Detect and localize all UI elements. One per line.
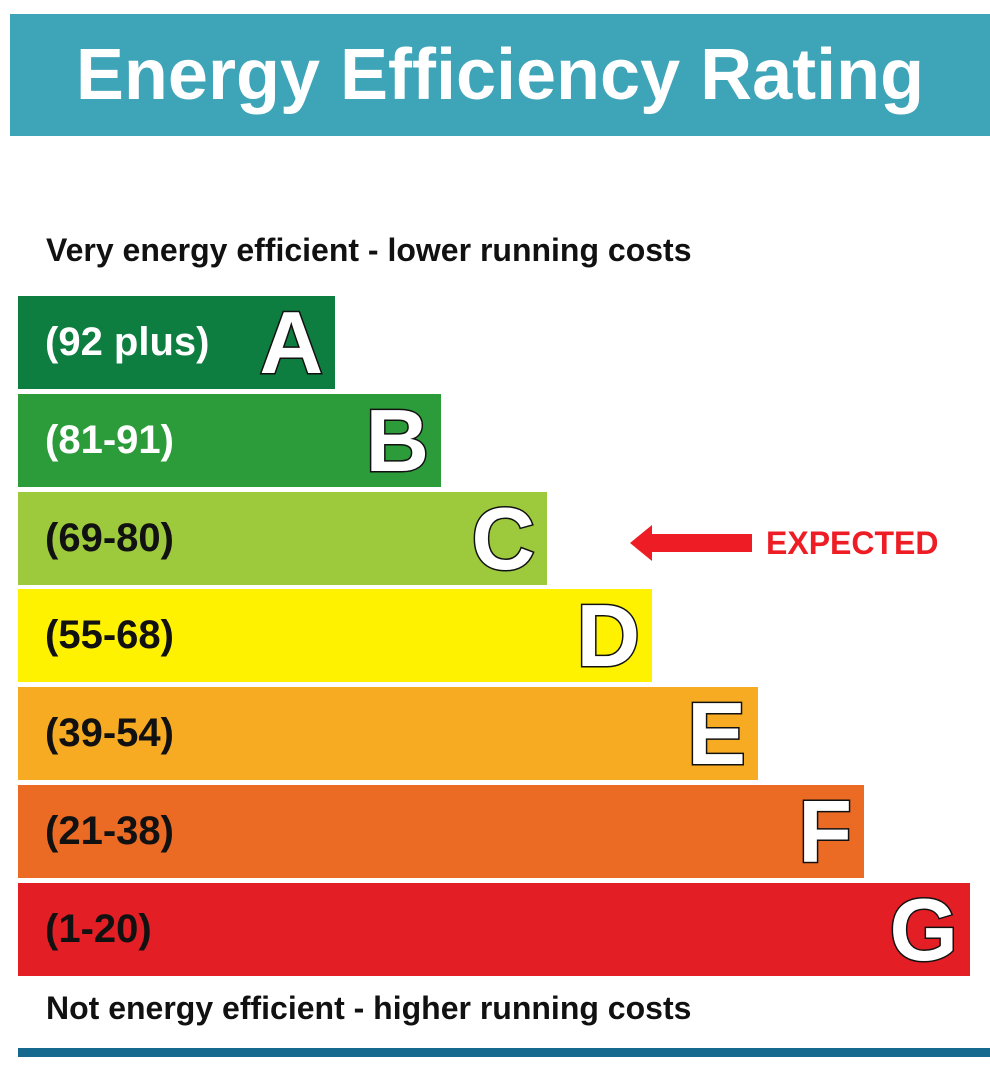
expected-label: EXPECTED — [766, 524, 939, 561]
chart-title: Energy Efficiency Rating — [10, 14, 990, 136]
band-b: (81-91) B — [18, 394, 441, 487]
band-a-letter: A — [258, 292, 325, 392]
band-b-range: (81-91) — [45, 418, 174, 462]
band-e: (39-54) E — [18, 687, 758, 780]
band-f: (21-38) F — [18, 785, 864, 878]
band-d-letter: D — [575, 585, 642, 685]
left-arrow-icon — [630, 523, 752, 563]
band-c-range: (69-80) — [45, 516, 174, 560]
band-b-letter: B — [364, 390, 431, 490]
band-d-range: (55-68) — [45, 613, 174, 657]
band-e-letter: E — [686, 683, 748, 783]
band-a-range: (92 plus) — [45, 320, 210, 364]
band-e-range: (39-54) — [45, 711, 174, 755]
band-f-range: (21-38) — [45, 809, 174, 853]
band-g-letter: G — [888, 879, 959, 979]
expected-marker: EXPECTED — [630, 523, 938, 563]
band-g: (1-20) G — [18, 883, 970, 976]
band-c: (69-80) C — [18, 492, 547, 585]
band-f-letter: F — [797, 781, 854, 881]
band-d: (55-68) D — [18, 589, 652, 682]
band-g-range: (1-20) — [45, 907, 152, 951]
top-caption: Very energy efficient - lower running co… — [46, 232, 692, 268]
band-c-letter: C — [470, 488, 537, 588]
footer-rule — [18, 1048, 990, 1057]
bottom-caption: Not energy efficient - higher running co… — [46, 990, 692, 1026]
band-a: (92 plus) A — [18, 296, 335, 389]
